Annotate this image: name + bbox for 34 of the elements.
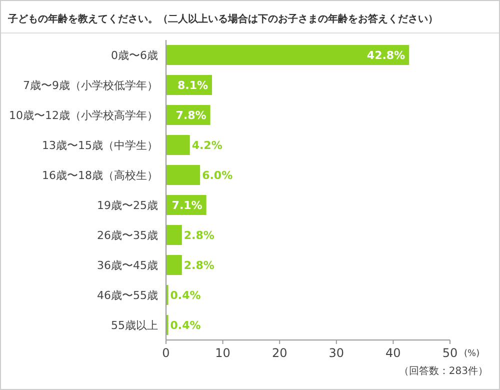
y-tick-label: 13歳〜15歳（中学生）	[42, 139, 158, 152]
x-axis-title: (%)	[464, 349, 480, 359]
data-label: 7.1%	[172, 199, 202, 212]
data-label: 0.4%	[170, 289, 201, 302]
x-tick-label: 30	[328, 346, 344, 360]
y-tick-label: 46歳〜55歳	[97, 289, 158, 302]
text: （回答数：283件）	[398, 365, 488, 377]
y-tick-label: 16歳〜18歳（高校生）	[42, 169, 158, 182]
y-tick-label: 7歳〜9歳（小学校低学年）	[23, 79, 158, 92]
x-tick-label: 0	[162, 346, 170, 360]
y-tick-label: 19歳〜25歳	[97, 199, 158, 212]
bar	[166, 165, 200, 185]
x-tick-label: 20	[272, 346, 288, 360]
bar	[166, 45, 410, 65]
x-tick-label: 10	[215, 346, 230, 360]
y-tick-label: 10歳〜12歳（小学校高学年）	[9, 109, 158, 122]
data-label: 2.8%	[184, 259, 214, 272]
data-label: 42.8%	[366, 49, 406, 62]
data-label: 8.1%	[177, 79, 208, 92]
x-tick-label: 40	[386, 346, 401, 360]
bar	[166, 225, 182, 245]
y-tick-label: 26歳〜35歳	[97, 229, 158, 242]
data-label: 7.8%	[176, 109, 206, 122]
data-label: 6.0%	[202, 169, 233, 182]
y-tick-label: 0歳〜6歳	[111, 49, 158, 62]
bar	[166, 135, 190, 155]
data-label: 0.4%	[170, 319, 201, 332]
x-tick-label: 50	[442, 346, 458, 360]
chart-title: 子どもの年齢を教えてください。（二人以上いる場合は下のお子さまの年齢をお答えください）	[7, 13, 438, 25]
bar	[166, 255, 182, 275]
data-label: 4.2%	[192, 139, 222, 152]
y-tick-label: 36歳〜45歳	[97, 259, 158, 272]
data-label: 2.8%	[184, 229, 214, 242]
y-tick-label: 55歳以上	[111, 319, 158, 332]
